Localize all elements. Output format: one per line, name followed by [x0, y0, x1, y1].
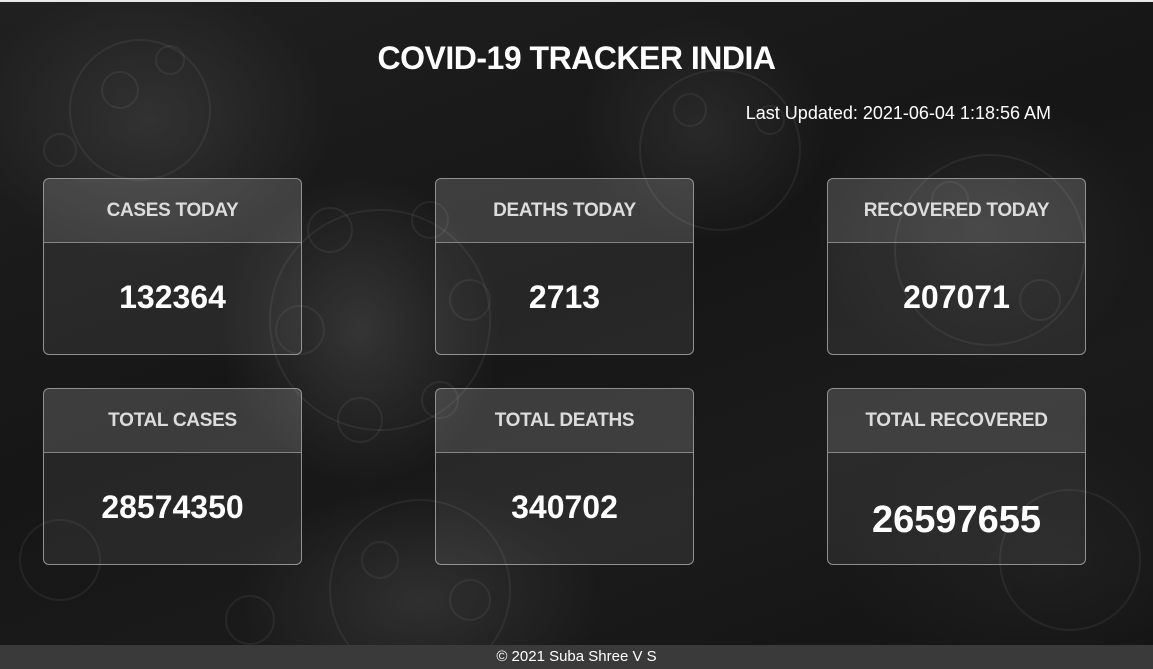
card-label: CASES TODAY	[44, 179, 301, 243]
top-border	[0, 0, 1153, 2]
card-value: 132364	[119, 279, 226, 315]
card-label: DEATHS TODAY	[436, 179, 693, 243]
footer: © 2021 Suba Shree V S	[0, 645, 1153, 669]
last-updated-text: Last Updated: 2021-06-04 1:18:56 AM	[745, 103, 1051, 123]
card-label: TOTAL RECOVERED	[828, 389, 1085, 453]
card-total-cases: TOTAL CASES 28574350	[43, 388, 302, 565]
card-recovered-today: RECOVERED TODAY 207071	[827, 178, 1086, 355]
footer-copyright: © 2021 Suba Shree V S	[496, 648, 657, 665]
card-value: 340702	[511, 489, 618, 525]
card-label: TOTAL CASES	[44, 389, 301, 453]
page-title: COVID-19 TRACKER INDIA	[377, 40, 776, 76]
card-value: 207071	[903, 279, 1010, 315]
card-deaths-today: DEATHS TODAY 2713	[435, 178, 694, 355]
card-total-recovered: TOTAL RECOVERED 26597655	[827, 388, 1086, 565]
card-value: 2713	[528, 279, 601, 315]
card-total-deaths: TOTAL DEATHS 340702	[435, 388, 694, 565]
card-value: 26597655	[871, 499, 1042, 541]
card-label: TOTAL DEATHS	[436, 389, 693, 453]
card-label: RECOVERED TODAY	[828, 179, 1085, 243]
card-cases-today: CASES TODAY 132364	[43, 178, 302, 355]
card-value: 28574350	[101, 489, 244, 525]
